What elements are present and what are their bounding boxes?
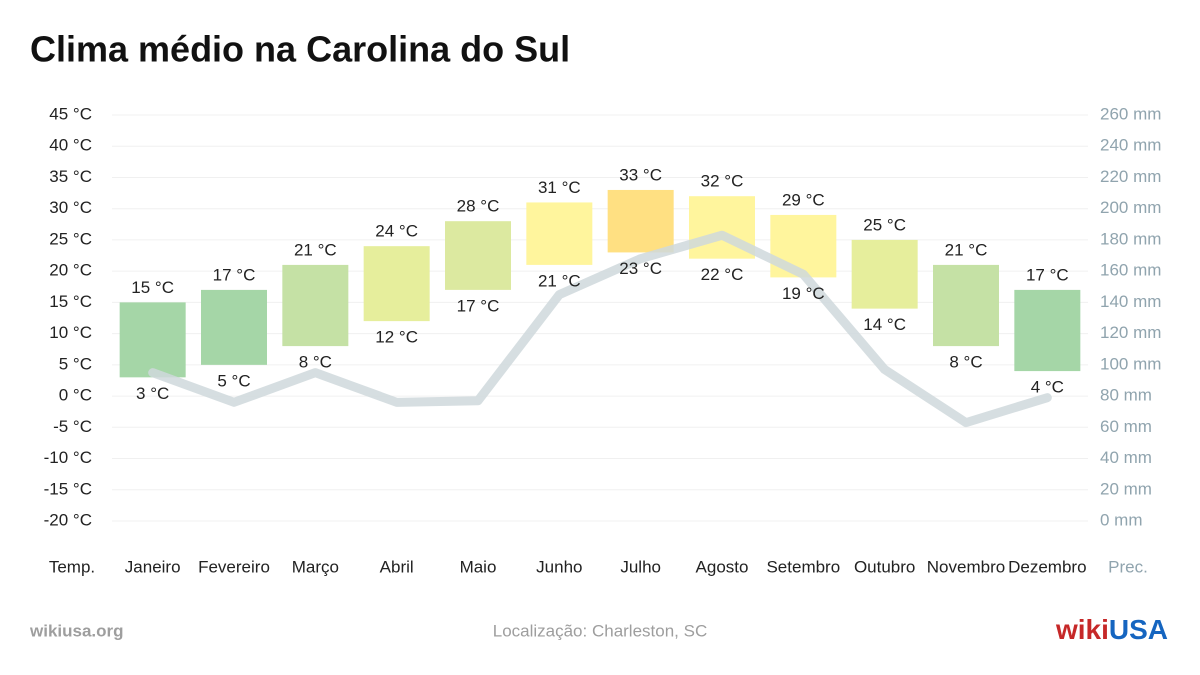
y-tick-label: 45 °C [49,104,92,123]
y2-tick-label: 180 mm [1100,229,1161,248]
high-label: 24 °C [375,222,418,241]
temp-range-bar [445,221,511,290]
location-note: Localização: Charleston, SC [493,621,708,640]
y-tick-label: 0 °C [59,386,92,405]
high-label: 21 °C [945,240,988,259]
y2-tick-label: 100 mm [1100,354,1161,373]
y-tick-label: -10 °C [44,448,92,467]
chart-title: Clima médio na Carolina do Sul [30,29,570,70]
low-label: 4 °C [1031,378,1064,397]
y-tick-label: 15 °C [49,292,92,311]
y2-tick-label: 260 mm [1100,104,1161,123]
low-label: 14 °C [863,315,906,334]
logo-suffix: USA [1109,614,1168,645]
y2-tick-label: 60 mm [1100,417,1152,436]
y-tick-label: -20 °C [44,510,92,529]
x-tick-label: Julho [620,557,661,576]
high-label: 17 °C [1026,265,1069,284]
logo-prefix: wiki [1055,614,1109,645]
y2-tick-label: 240 mm [1100,136,1161,155]
temp-range-bar [607,189,674,253]
high-label: 29 °C [782,190,825,209]
source: wikiusa.org [29,621,124,640]
high-label: 21 °C [294,240,337,259]
low-label: 23 °C [619,259,662,278]
low-label: 21 °C [538,271,581,290]
high-label: 28 °C [457,197,500,216]
high-label: 17 °C [213,265,256,284]
y2-tick-label: 20 mm [1100,479,1152,498]
low-label: 8 °C [299,353,332,372]
y2-tick-label: 40 mm [1100,448,1152,467]
high-label: 33 °C [619,165,662,184]
x-tick-label: Maio [460,557,497,576]
x-tick-label: Dezembro [1008,557,1086,576]
temp-range-bar [119,302,186,378]
y-tick-label: 10 °C [49,323,92,342]
y-axis-label: Temp. [49,557,95,576]
temp-range-bar [201,289,267,365]
y2-axis-label: Prec. [1108,557,1148,576]
high-label: 31 °C [538,178,581,197]
x-tick-label: Junho [536,557,582,576]
low-label: 12 °C [375,328,418,347]
low-label: 3 °C [136,384,169,403]
temp-range-bar [1014,289,1081,372]
y2-tick-label: 220 mm [1100,167,1161,186]
y-tick-label: 30 °C [49,198,92,217]
temp-range-bar [282,264,349,347]
x-tick-label: Novembro [927,557,1005,576]
x-tick-label: Outubro [854,557,915,576]
low-label: 17 °C [457,296,500,315]
y2-tick-label: 120 mm [1100,323,1161,342]
high-label: 25 °C [863,215,906,234]
y2-tick-label: 80 mm [1100,386,1152,405]
y2-tick-label: 0 mm [1100,510,1143,529]
y-tick-label: -5 °C [53,417,92,436]
y2-tick-label: 200 mm [1100,198,1161,217]
y-tick-label: 20 °C [49,261,92,280]
y-tick-label: 5 °C [59,354,92,373]
x-tick-label: Fevereiro [198,557,270,576]
temp-range-bar [526,202,593,265]
x-tick-label: Setembro [766,557,840,576]
temp-range-bar [363,246,430,322]
temp-range-bar [851,239,918,309]
y2-tick-label: 140 mm [1100,292,1161,311]
y-tick-label: 40 °C [49,136,92,155]
x-tick-label: Abril [380,557,414,576]
temp-range-bar [933,264,999,347]
logo: wikiUSA [1055,614,1168,645]
y-tick-label: 35 °C [49,167,92,186]
y-tick-label: 25 °C [49,229,92,248]
low-label: 8 °C [949,353,982,372]
low-label: 22 °C [701,265,744,284]
precipitation-line [148,230,1052,428]
high-label: 32 °C [701,172,744,191]
y-tick-label: -15 °C [44,479,92,498]
high-label: 15 °C [131,278,174,297]
low-label: 5 °C [217,371,250,390]
x-tick-label: Janeiro [125,557,181,576]
x-tick-label: Agosto [696,557,749,576]
x-tick-label: Março [292,557,339,576]
low-label: 19 °C [782,284,825,303]
y2-tick-label: 160 mm [1100,261,1161,280]
